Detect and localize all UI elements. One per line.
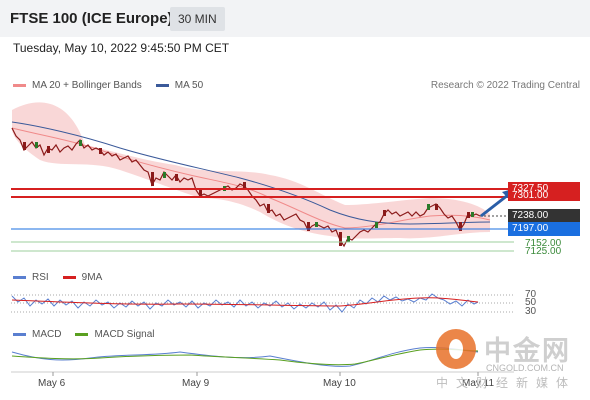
legend-label: RSI [32,272,49,283]
rsi-legend: RSI 9MA [13,272,116,283]
rsi-level-30: 30 [525,306,537,317]
research-credit: Research © 2022 Trading Central [430,80,580,91]
legend-item-rsi: RSI [13,272,49,283]
price-label-last: 7238.00 [508,209,580,223]
rsi-ma-line [11,297,479,307]
legend-label: 9MA [81,272,103,283]
rsi-level-70: 70 [525,289,537,300]
timestamp: Tuesday, May 10, 2022 9:45:50 PM CET [13,41,230,55]
legend-swatch [62,276,76,279]
watermark-logo-icon [436,329,476,369]
legend-item-ma50: MA 50 [155,80,204,91]
timeframe-badge[interactable]: 30 MIN [170,7,225,31]
x-axis-ticks [52,372,479,376]
legend-swatch [155,84,169,87]
legend-label: MACD [32,329,62,340]
legend-swatch [13,333,26,336]
macd-line [11,347,479,367]
legend-item-bollinger: MA 20 + Bollinger Bands [13,80,142,91]
x-axis-label: May 11 [462,378,495,389]
price-candle-bodies [23,142,470,246]
legend-swatch [13,276,26,279]
price-label-r1: 7301.00 [508,191,580,201]
legend-label: MA 50 [174,80,204,91]
watermark: 中金网 CNGOLD.COM.CN 中文财经新媒体 [432,325,590,395]
watermark-brand: 中金网 [484,336,571,366]
watermark-subtitle: 中文财经新媒体 [436,376,577,390]
legend-item-macd: MACD [13,329,61,340]
price-label-pivot: 7197.00 [508,222,580,236]
legend-item-9ma: 9MA [62,272,103,283]
rsi-level-50: 50 [525,297,537,308]
price-label-s2: 7125.00 [525,246,562,257]
legend-label: MA 20 + Bollinger Bands [32,80,142,91]
price-label-s1: 7152.00 [525,238,562,249]
watermark-url: CNGOLD.COM.CN [486,363,564,373]
x-axis-label: May 6 [38,378,66,389]
instrument-title: FTSE 100 (ICE Europe) [10,10,173,27]
ma50-line [11,121,491,225]
price-legend: MA 20 + Bollinger Bands MA 50 [13,80,217,91]
x-axis-label: May 10 [323,378,356,389]
bollinger-band [12,102,490,239]
legend-item-macd-signal: MACD Signal [75,329,154,340]
chart-header: FTSE 100 (ICE Europe) 30 MIN [0,0,590,37]
legend-swatch [75,333,89,336]
rsi-line [11,293,479,313]
x-axis-label: May 9 [182,378,210,389]
macd-signal-line [11,348,479,366]
macd-legend: MACD MACD Signal [13,329,168,340]
legend-swatch [13,84,26,87]
legend-label: MACD Signal [94,329,155,340]
